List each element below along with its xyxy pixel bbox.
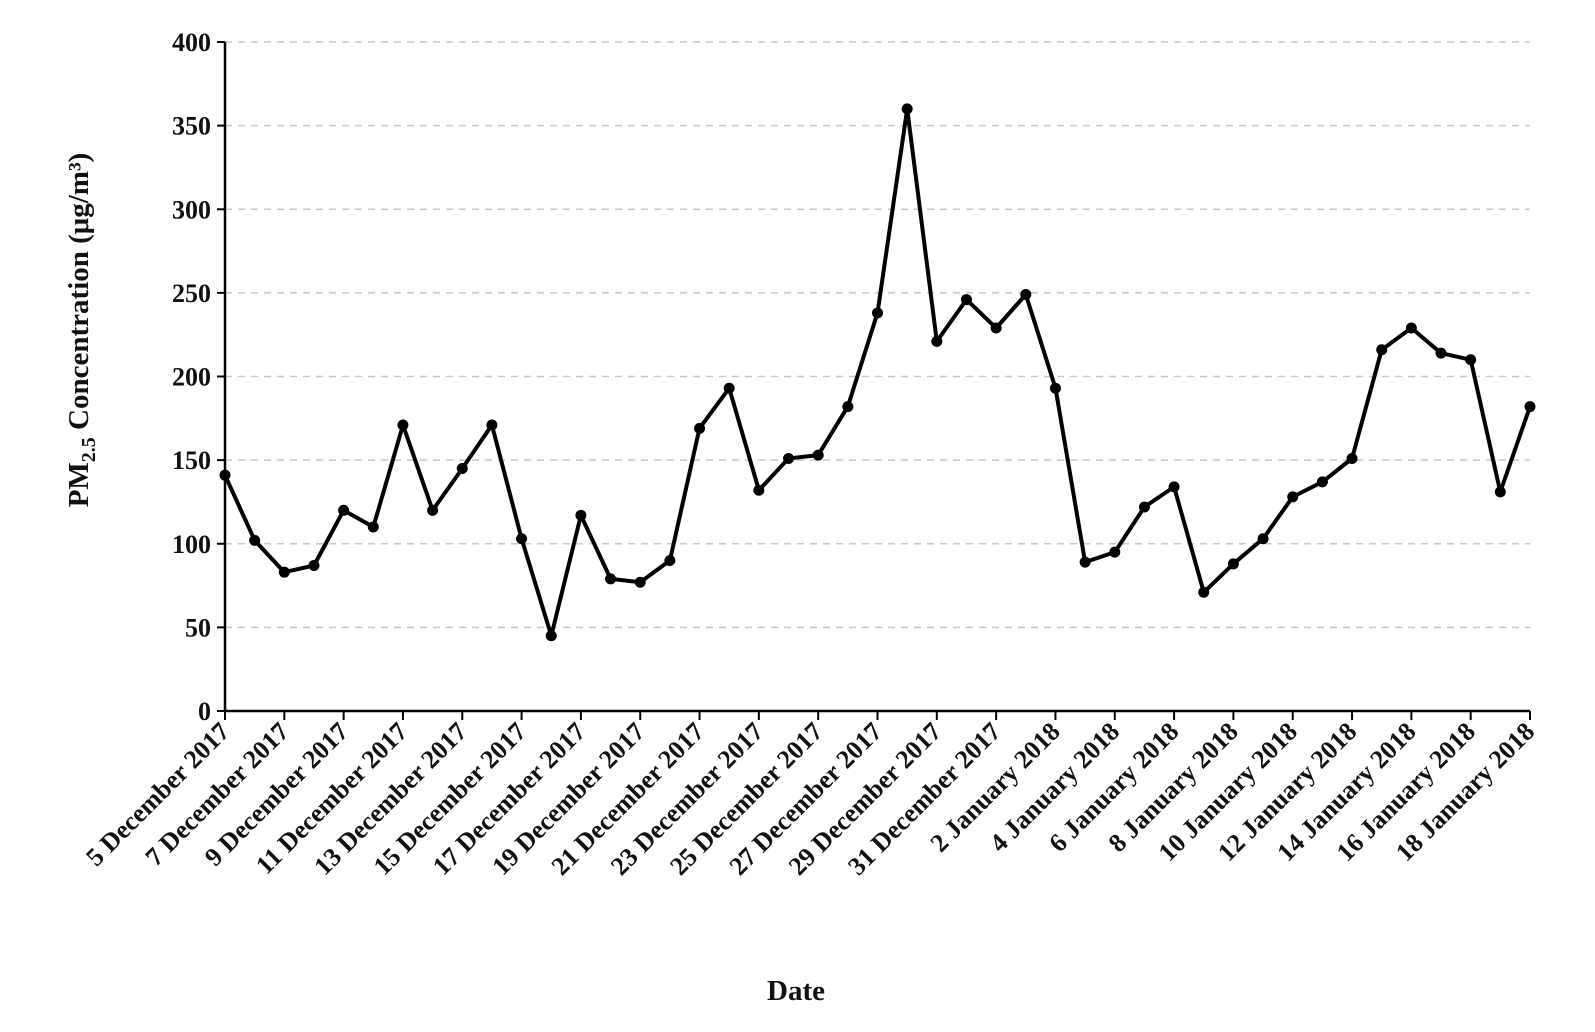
- data-point: [486, 419, 498, 431]
- data-point: [1465, 354, 1477, 366]
- data-point: [1494, 486, 1506, 498]
- data-point: [545, 630, 557, 642]
- data-point: [1138, 501, 1150, 513]
- y-tick-label: 350: [172, 112, 211, 141]
- data-point: [901, 103, 913, 115]
- data-point: [1316, 476, 1328, 488]
- y-axis-title: PM2.5 Concentration (μg/m³): [63, 153, 100, 508]
- data-point: [931, 335, 943, 347]
- data-point: [1168, 481, 1180, 493]
- data-point: [1109, 546, 1121, 558]
- y-tick-label: 0: [198, 697, 211, 726]
- data-point: [664, 554, 676, 566]
- data-point: [990, 322, 1002, 334]
- data-point: [842, 401, 854, 413]
- y-axis: 0 50 100 150 200 250 300 350 400: [172, 28, 227, 726]
- data-point: [1049, 382, 1061, 394]
- data-point: [1346, 452, 1358, 464]
- y-tick-label: 100: [172, 530, 211, 559]
- data-point: [249, 534, 261, 546]
- data-point: [338, 504, 350, 516]
- data-point: [516, 533, 528, 545]
- data-point: [634, 576, 646, 588]
- data-point: [1079, 556, 1091, 568]
- y-tick-label: 200: [172, 363, 211, 392]
- x-axis-title: Date: [767, 975, 825, 1007]
- data-point: [278, 566, 290, 578]
- data-point: [397, 419, 409, 431]
- data-point: [1198, 586, 1210, 598]
- series-line: [223, 106, 1532, 638]
- data-point: [1435, 347, 1447, 359]
- data-point: [1376, 344, 1388, 356]
- data-point: [605, 573, 617, 585]
- data-point: [1227, 558, 1239, 570]
- data-point: [1257, 533, 1269, 545]
- data-point: [1524, 401, 1536, 413]
- data-point: [1287, 491, 1299, 503]
- data-point: [753, 484, 765, 496]
- data-series: [219, 103, 1536, 642]
- y-tick-label: 400: [172, 28, 211, 57]
- y-axis-title-suffix: Concentration (μg/m³): [63, 153, 95, 437]
- data-point: [308, 559, 320, 571]
- y-tick-label: 300: [172, 195, 211, 224]
- data-point: [367, 521, 379, 533]
- y-axis-title-subscript: 2.5: [78, 437, 100, 462]
- data-point: [219, 469, 231, 481]
- data-point: [427, 504, 439, 516]
- y-tick-label: 250: [172, 279, 211, 308]
- data-point: [872, 307, 883, 319]
- data-point: [456, 462, 468, 474]
- data-point: [812, 449, 824, 461]
- grid-lines: [225, 41, 1530, 629]
- data-point: [575, 509, 587, 521]
- y-axis-title-prefix: PM: [63, 462, 95, 507]
- data-point: [960, 294, 972, 306]
- data-point: [783, 452, 795, 464]
- data-point: [723, 382, 735, 394]
- y-tick-label: 50: [185, 613, 211, 642]
- y-tick-label: 150: [172, 446, 211, 475]
- data-point: [1405, 322, 1417, 334]
- data-point: [694, 422, 706, 434]
- data-point: [1020, 289, 1032, 301]
